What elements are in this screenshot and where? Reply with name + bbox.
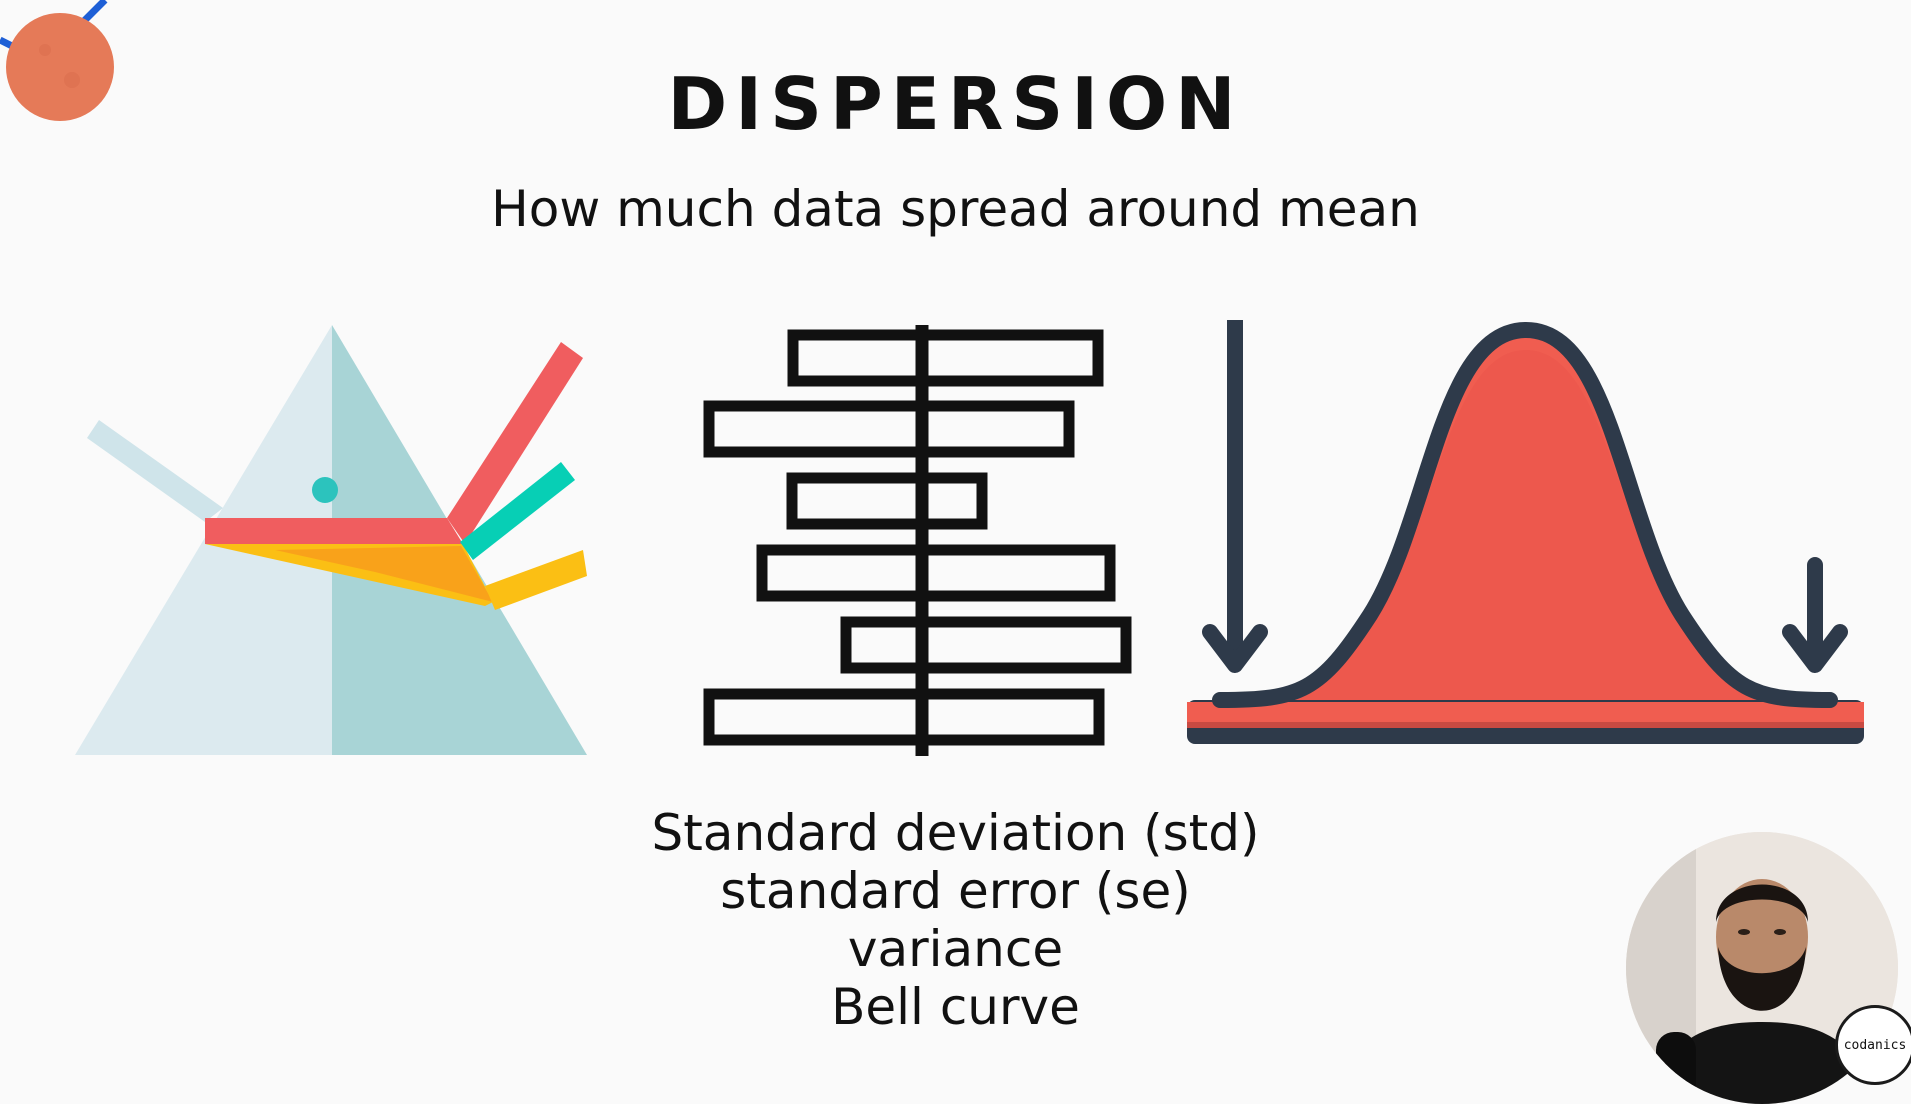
codanics-logo-text: codanics bbox=[1843, 1037, 1907, 1053]
term-standard-error: standard error (se) bbox=[720, 862, 1191, 920]
boxplot-icon bbox=[703, 325, 1132, 756]
slide-subtitle: How much data spread around mean bbox=[491, 180, 1420, 238]
codanics-logo-badge: codanics bbox=[1835, 1005, 1911, 1085]
term-variance: variance bbox=[847, 920, 1064, 978]
corner-orb-decoration bbox=[0, 0, 114, 121]
term-standard-deviation: Standard deviation (std) bbox=[651, 804, 1260, 862]
prism-icon bbox=[75, 325, 587, 755]
term-bell-curve: Bell curve bbox=[831, 978, 1080, 1036]
slide-title: DISPERSION bbox=[667, 62, 1244, 146]
dispersion-terms-list: Standard deviation (std) standard error … bbox=[0, 804, 1911, 1036]
bell-curve-icon bbox=[1187, 320, 1864, 744]
